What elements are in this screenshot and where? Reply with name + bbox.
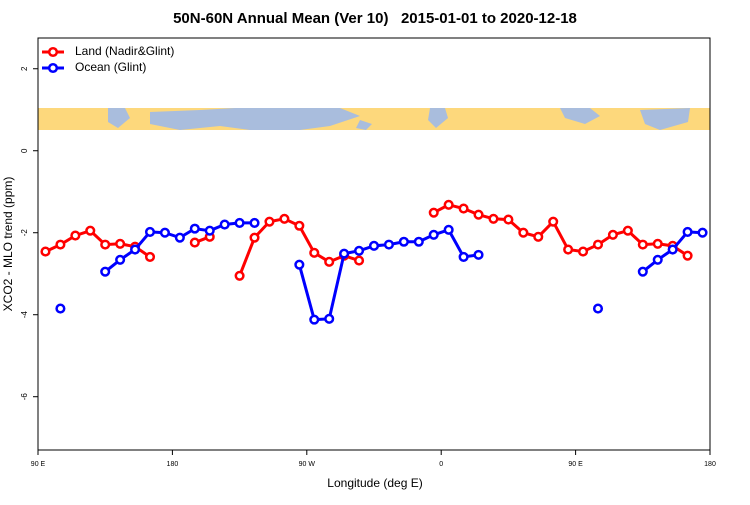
data-point	[354, 245, 365, 256]
y-tick-label: -4	[20, 311, 29, 319]
data-point	[279, 213, 290, 224]
data-point	[443, 199, 454, 210]
y-tick-label: -2	[20, 229, 29, 237]
data-point	[592, 239, 604, 250]
legend-marker	[47, 46, 59, 58]
data-point	[174, 232, 185, 243]
data-point	[234, 217, 245, 228]
data-point	[189, 237, 200, 248]
data-point	[458, 203, 469, 214]
map-band	[38, 108, 710, 130]
data-point	[652, 254, 663, 265]
data-point	[667, 244, 678, 255]
data-point	[309, 247, 320, 258]
data-point	[264, 216, 275, 227]
data-point	[294, 220, 305, 231]
data-point	[548, 216, 559, 227]
data-point	[488, 213, 499, 224]
data-point	[115, 254, 126, 265]
data-point	[652, 238, 663, 249]
x-tick-label: 0	[439, 461, 443, 468]
x-tick-label: 90 W	[299, 461, 316, 468]
data-point	[458, 251, 469, 262]
y-tick-label: 2	[20, 66, 29, 71]
legend-marker	[47, 62, 59, 74]
data-point	[40, 246, 51, 257]
data-point	[100, 239, 111, 250]
data-point	[309, 314, 320, 325]
data-point	[219, 219, 230, 230]
data-point	[55, 303, 66, 314]
x-tick-label: 180	[704, 461, 716, 468]
data-point	[144, 251, 156, 262]
data-point	[70, 230, 81, 241]
data-point	[339, 248, 350, 259]
legend-label: Land (Nadir&Glint)	[75, 44, 174, 58]
data-point	[637, 239, 648, 250]
data-point	[428, 229, 439, 240]
data-point	[473, 249, 484, 260]
data-point	[413, 236, 424, 247]
data-point	[354, 255, 365, 266]
data-point	[249, 232, 260, 243]
data-point	[55, 239, 66, 250]
data-point	[368, 240, 380, 251]
data-point	[533, 231, 544, 242]
data-point	[682, 226, 693, 237]
data-point	[518, 227, 529, 238]
x-axis-label: Longitude (deg E)	[327, 476, 422, 490]
data-point	[428, 207, 439, 218]
data-point	[578, 246, 589, 257]
data-point	[607, 229, 618, 240]
data-point	[637, 266, 648, 277]
data-point	[130, 244, 141, 255]
data-point	[294, 259, 305, 270]
data-point	[503, 214, 514, 225]
x-tick-label: 180	[167, 461, 179, 468]
y-axis-label: XCO2 - MLO trend (ppm)	[1, 177, 15, 312]
chart-title: 50N-60N Annual Mean (Ver 10) 2015-01-01 …	[173, 10, 577, 27]
data-point	[473, 209, 484, 220]
data-point	[398, 236, 409, 247]
data-point	[204, 225, 215, 236]
data-point	[144, 226, 156, 237]
data-point	[115, 238, 126, 249]
data-point	[234, 270, 245, 281]
data-point	[563, 244, 574, 255]
y-tick-label: -6	[20, 393, 29, 401]
y-tick-label: 0	[20, 148, 29, 153]
data-point	[592, 303, 604, 314]
series-line	[44, 203, 689, 277]
data-point	[622, 225, 633, 236]
data-point	[189, 223, 200, 234]
x-tick-label: 90 E	[568, 461, 583, 468]
data-point	[85, 225, 96, 236]
data-point	[697, 227, 708, 238]
x-tick-label: 90 E	[31, 461, 46, 468]
data-point	[324, 313, 335, 324]
data-point	[383, 239, 394, 250]
data-point	[100, 266, 111, 277]
legend-label: Ocean (Glint)	[75, 60, 146, 74]
data-point	[249, 217, 260, 228]
data-point	[443, 224, 454, 235]
data-point	[682, 250, 693, 261]
data-point	[159, 227, 170, 238]
data-point	[324, 256, 335, 267]
plot-frame	[37, 37, 711, 451]
